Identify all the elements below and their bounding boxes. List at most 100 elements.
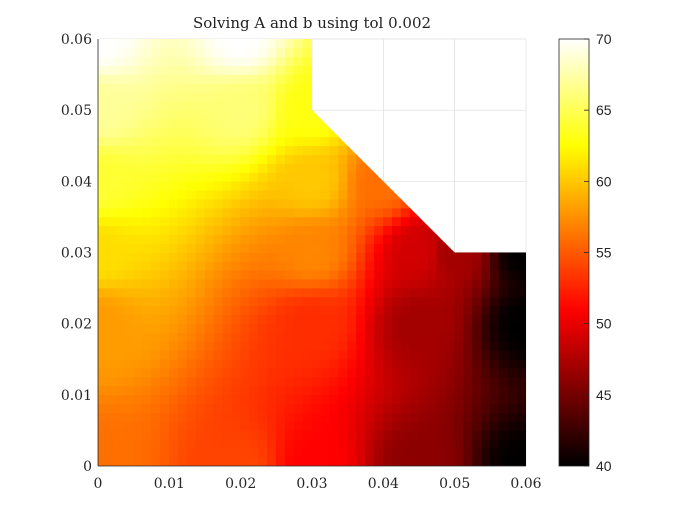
heat-cell [276, 39, 286, 49]
heat-cell [133, 189, 143, 200]
heat-cell [133, 234, 143, 244]
heat-cell [169, 367, 179, 378]
heat-cell [151, 358, 161, 369]
heat-cell [329, 181, 340, 191]
heat-cell [463, 430, 473, 440]
heat-cell [231, 39, 241, 49]
heat-cell [400, 216, 411, 227]
heat-cell [106, 430, 117, 440]
heat-cell [151, 403, 161, 413]
heat-cell [240, 163, 250, 173]
heat-cell [409, 323, 420, 333]
heat-cell [115, 39, 126, 49]
heat-cell [115, 261, 126, 271]
heat-cell [490, 447, 500, 458]
heat-cell [124, 332, 134, 342]
heat-cell [240, 367, 250, 378]
heat-cell [249, 145, 259, 155]
heat-cell [169, 261, 179, 271]
heat-cell [383, 385, 393, 396]
heat-cell [374, 421, 384, 431]
heat-cell [329, 252, 340, 262]
heat-cell [98, 385, 108, 396]
heat-cell [222, 74, 233, 84]
heat-cell [356, 163, 366, 173]
heat-cell [133, 403, 143, 413]
heat-cell [98, 172, 108, 182]
heat-cell [124, 163, 134, 173]
heat-cell [177, 39, 188, 49]
heat-cell [507, 385, 518, 396]
heat-cell [302, 136, 313, 147]
heat-cell [311, 287, 322, 298]
heat-cell [276, 403, 286, 413]
heat-cell [293, 358, 304, 369]
heat-cell [133, 305, 143, 316]
heat-cell [249, 305, 259, 316]
heat-cell [347, 243, 357, 253]
heat-cell [151, 189, 161, 200]
heat-cell [490, 430, 500, 440]
heat-cell [186, 154, 197, 164]
heat-cell [267, 341, 277, 351]
heat-cell [186, 341, 197, 351]
heat-cell [284, 323, 295, 333]
heat-cell [258, 269, 268, 280]
heat-cell [124, 296, 134, 307]
heat-cell [186, 358, 197, 369]
heat-cell [222, 447, 233, 458]
heat-cell [231, 172, 241, 182]
heat-cell [276, 305, 286, 316]
heat-cell [383, 189, 393, 200]
heat-cell [516, 341, 526, 351]
heat-cell [311, 154, 322, 164]
heat-cell [383, 323, 393, 333]
heat-cell [365, 296, 375, 307]
heat-cell [302, 118, 313, 129]
heat-cell [284, 269, 295, 280]
heat-cell [293, 243, 304, 253]
heat-cell [142, 234, 152, 244]
heat-cell [356, 439, 366, 449]
heat-cell [409, 207, 420, 218]
heat-cell [240, 412, 250, 422]
heat-cell [347, 385, 357, 396]
heat-cell [249, 109, 259, 120]
heat-cell [169, 252, 179, 262]
heat-cell [338, 314, 348, 324]
heat-cell [338, 189, 348, 200]
heat-cell [115, 100, 126, 111]
y-tick-label: 0 [83, 459, 92, 475]
heat-cell [400, 207, 411, 218]
heat-cell [391, 332, 402, 342]
heat-cell [204, 358, 215, 369]
heat-cell [151, 225, 161, 236]
heat-cell [160, 207, 170, 218]
heat-cell [267, 243, 277, 253]
heat-cell [177, 367, 188, 378]
heat-cell [258, 350, 268, 360]
plot-axes: 0 0.01 0.02 0.03 0.04 0.05 0.06 00.010.020.030… [61, 32, 542, 492]
heat-cell [400, 430, 411, 440]
heat-cell [222, 376, 233, 387]
heat-cell [124, 376, 134, 387]
heat-cell [231, 243, 241, 253]
heat-cell [169, 83, 179, 93]
heat-cell [329, 136, 340, 147]
heat-cell [213, 323, 224, 333]
heat-cell [204, 216, 215, 227]
heat-cell [222, 394, 233, 405]
heat-cell [293, 47, 304, 58]
heat-cell [329, 269, 340, 280]
heat-cell [231, 278, 241, 289]
heat-cell [204, 439, 215, 449]
heat-cell [356, 403, 366, 413]
heat-cell [472, 287, 482, 298]
heat-cell [284, 47, 295, 58]
heat-cell [284, 163, 295, 173]
heat-cell [302, 198, 313, 209]
heat-cell [133, 216, 143, 227]
heat-cell [106, 109, 117, 120]
heat-cell [338, 234, 348, 244]
heat-cell [374, 314, 384, 324]
